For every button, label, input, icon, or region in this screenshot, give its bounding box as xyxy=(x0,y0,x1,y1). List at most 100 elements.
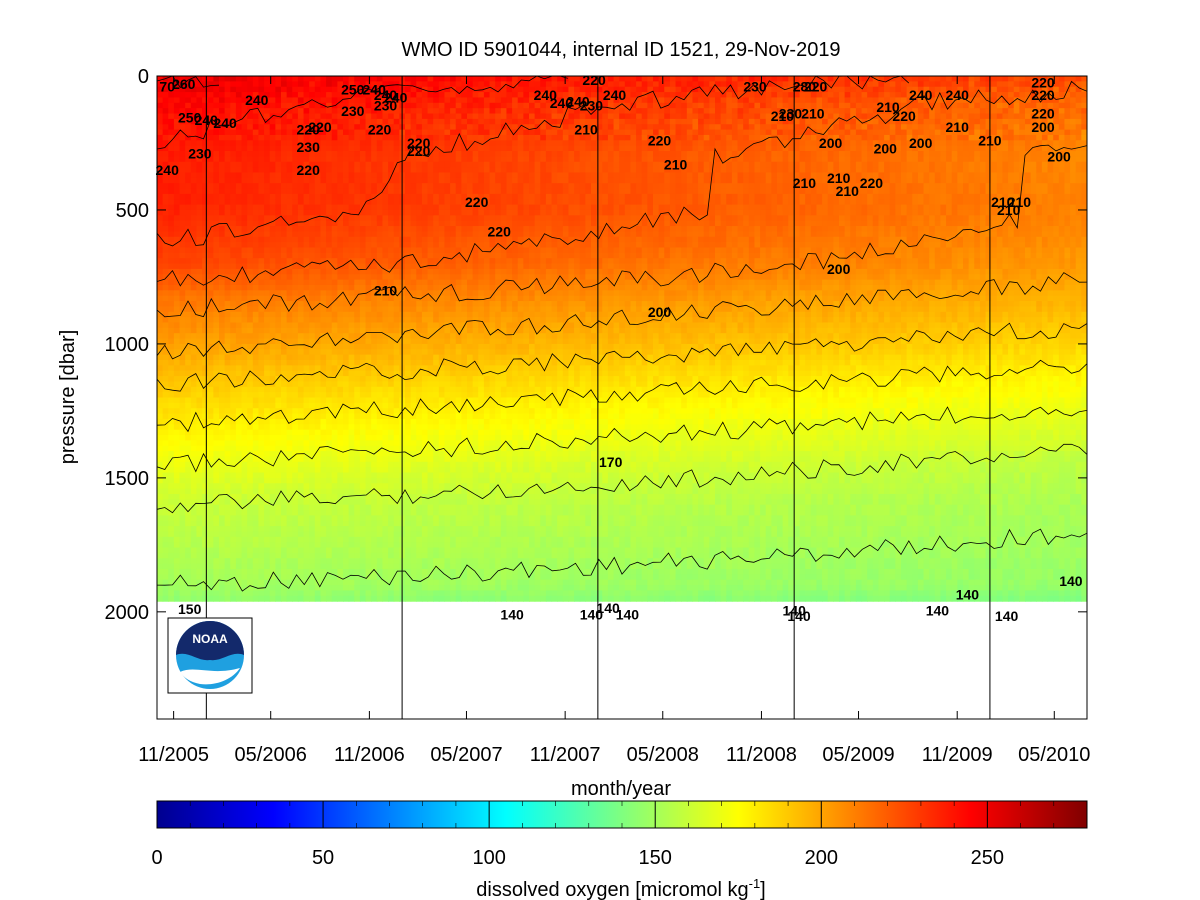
heat-cell xyxy=(196,430,202,436)
heat-cell xyxy=(377,146,383,152)
heat-cell xyxy=(196,478,202,484)
heat-cell xyxy=(428,92,434,98)
heat-cell xyxy=(298,499,304,505)
heat-cell xyxy=(332,119,338,125)
heat-cell xyxy=(270,242,276,248)
heat-cell xyxy=(242,548,248,554)
heat-cell xyxy=(354,430,360,436)
heat-cell xyxy=(208,360,214,366)
heat-cell xyxy=(180,258,186,264)
heat-cell xyxy=(343,167,349,173)
heat-cell xyxy=(258,435,264,441)
heat-cell xyxy=(298,247,304,253)
heat-cell xyxy=(168,285,174,291)
heat-cell xyxy=(366,242,372,248)
heat-cell xyxy=(275,183,281,189)
heat-cell xyxy=(343,119,349,125)
heat-cell xyxy=(247,478,253,484)
heat-cell xyxy=(225,237,231,243)
heat-cell xyxy=(349,119,355,125)
heat-cell xyxy=(180,398,186,404)
heat-cell xyxy=(208,596,214,602)
heat-cell xyxy=(371,424,377,430)
heat-cell xyxy=(281,205,287,211)
heat-cell xyxy=(230,146,236,152)
heat-cell xyxy=(343,564,349,570)
heat-cell xyxy=(174,381,180,387)
heat-cell xyxy=(315,537,321,543)
heat-cell xyxy=(287,322,293,328)
heat-cell xyxy=(258,403,264,409)
heat-cell xyxy=(366,306,372,312)
heat-cell xyxy=(298,322,304,328)
heat-cell xyxy=(405,108,411,114)
heat-cell xyxy=(422,194,428,200)
heat-cell xyxy=(287,178,293,184)
heat-cell xyxy=(422,205,428,211)
heat-cell xyxy=(411,344,417,350)
heat-cell xyxy=(371,537,377,543)
heat-cell xyxy=(337,478,343,484)
heat-cell xyxy=(304,269,310,275)
heat-cell xyxy=(349,349,355,355)
heat-cell xyxy=(163,285,169,291)
heat-cell xyxy=(208,103,214,109)
heat-cell xyxy=(219,526,225,532)
heat-cell xyxy=(298,542,304,548)
heat-cell xyxy=(185,280,191,286)
heat-cell xyxy=(191,483,197,489)
heat-cell xyxy=(309,505,315,511)
heat-cell xyxy=(168,124,174,130)
heat-cell xyxy=(354,205,360,211)
heat-cell xyxy=(258,419,264,425)
heat-cell xyxy=(354,189,360,195)
heat-cell xyxy=(439,414,445,420)
heat-cell xyxy=(180,189,186,195)
heat-cell xyxy=(270,156,276,162)
heat-cell xyxy=(433,403,439,409)
heat-cell xyxy=(320,306,326,312)
heat-cell xyxy=(332,510,338,516)
heat-cell xyxy=(298,553,304,559)
heat-cell xyxy=(208,414,214,420)
heat-cell xyxy=(354,548,360,554)
heat-cell xyxy=(258,473,264,479)
heat-cell xyxy=(219,435,225,441)
heat-cell xyxy=(287,526,293,532)
heat-cell xyxy=(366,140,372,146)
heat-cell xyxy=(366,435,372,441)
heat-cell xyxy=(320,462,326,468)
heat-cell xyxy=(247,81,253,87)
heat-cell xyxy=(236,473,242,479)
heat-cell xyxy=(281,462,287,468)
heat-cell xyxy=(315,108,321,114)
heat-cell xyxy=(287,574,293,580)
heat-cell xyxy=(433,322,439,328)
heat-cell xyxy=(275,365,281,371)
heat-cell xyxy=(253,376,259,382)
heat-cell xyxy=(422,360,428,366)
heat-cell xyxy=(422,237,428,243)
heat-cell xyxy=(388,349,394,355)
heat-cell xyxy=(270,531,276,537)
heat-cell xyxy=(236,365,242,371)
heat-cell xyxy=(236,81,242,87)
heat-cell xyxy=(168,280,174,286)
heat-cell xyxy=(320,151,326,157)
heat-cell xyxy=(298,81,304,87)
heat-cell xyxy=(416,103,422,109)
heat-cell xyxy=(439,387,445,393)
heat-cell xyxy=(168,371,174,377)
heat-cell xyxy=(337,419,343,425)
heat-cell xyxy=(304,285,310,291)
heat-cell xyxy=(264,135,270,141)
heat-cell xyxy=(388,189,394,195)
heat-cell xyxy=(185,253,191,259)
heat-cell xyxy=(315,194,321,200)
heat-cell xyxy=(388,146,394,152)
heat-cell xyxy=(191,451,197,457)
heat-cell xyxy=(180,558,186,564)
heat-cell xyxy=(411,317,417,323)
heat-cell xyxy=(428,167,434,173)
heat-cell xyxy=(337,531,343,537)
